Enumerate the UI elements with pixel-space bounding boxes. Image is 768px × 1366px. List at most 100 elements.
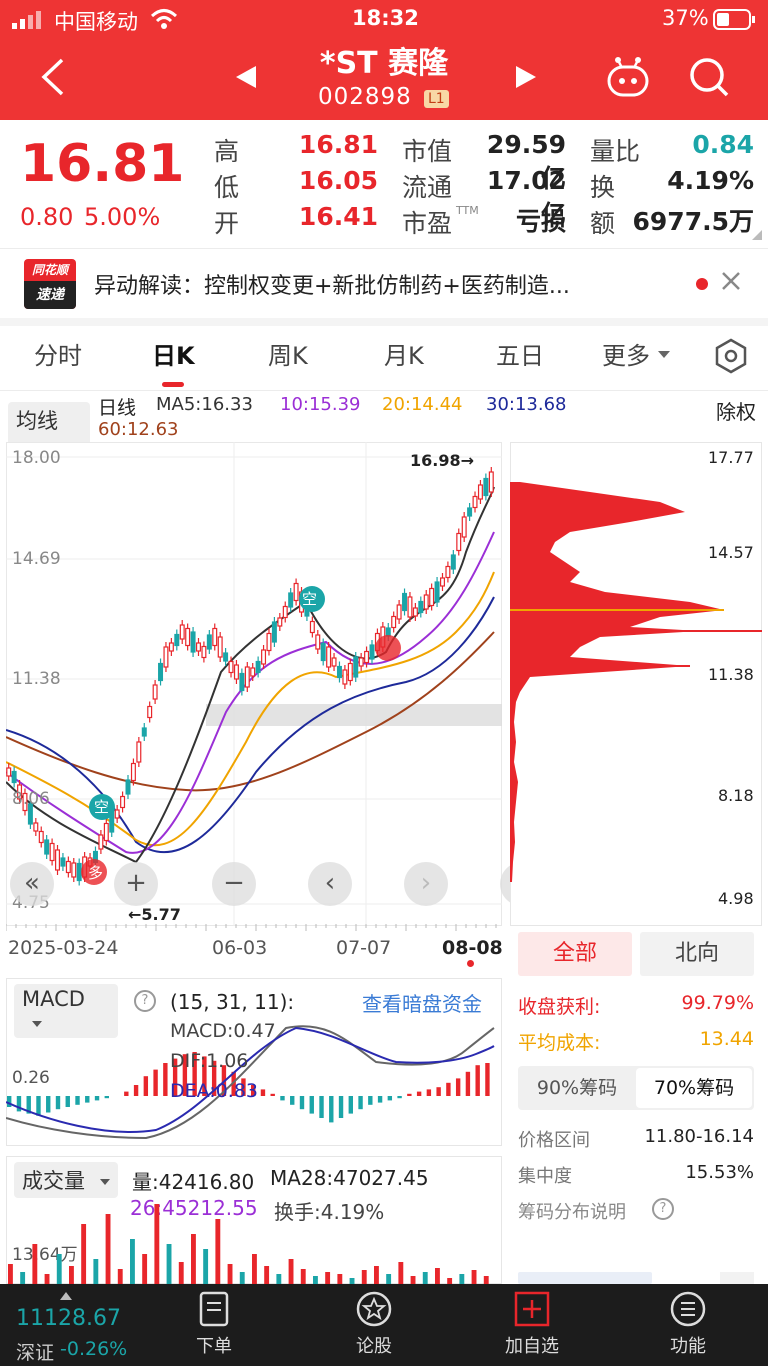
candle [38, 826, 44, 848]
candle [418, 596, 424, 618]
tab-weekly-k[interactable]: 周K [268, 342, 308, 370]
zoom-in-button[interactable]: + [114, 862, 158, 906]
candle [60, 853, 66, 871]
tab-more[interactable]: 更多 [602, 342, 650, 370]
macd-bar [319, 1096, 324, 1118]
volume-bar [349, 1278, 355, 1284]
help-icon[interactable]: ? [134, 990, 156, 1012]
candle [434, 577, 440, 607]
nav-order[interactable]: 下单 [164, 1290, 264, 1358]
macd-bar [75, 1096, 80, 1105]
back-icon[interactable] [38, 56, 68, 102]
nav-functions[interactable]: 功能 [638, 1290, 738, 1358]
zoom-out-button[interactable]: − [212, 862, 256, 906]
dea-value: DEA:0.83 [170, 1080, 259, 1102]
candle [22, 788, 28, 816]
volume-bar [93, 1259, 99, 1284]
candle [461, 512, 467, 542]
tab-daily-k[interactable]: 日K [152, 342, 195, 370]
price-range-value: 11.80-16.14 [644, 1126, 754, 1147]
candle [456, 528, 462, 556]
level-badge: L1 [424, 90, 449, 108]
chip-tab-70[interactable]: 70%筹码 [636, 1068, 752, 1108]
tab-intraday[interactable]: 分时 [34, 342, 82, 370]
chip-all-button[interactable]: 全部 [518, 932, 632, 976]
mktcap-value: 29.59亿 [486, 130, 566, 193]
candle [429, 583, 435, 611]
volume-selector[interactable]: 成交量 [14, 1162, 118, 1198]
macd-bar [104, 1096, 109, 1099]
volume-bar [20, 1272, 26, 1284]
scroll-right-button[interactable]: › [404, 862, 448, 906]
pe-value: 亏损 [515, 207, 566, 236]
macd-bar [416, 1091, 422, 1096]
volume-bar [117, 1269, 123, 1284]
volume-selector-label: 成交量 [22, 1169, 85, 1193]
scroll-left-button[interactable]: ‹ [308, 862, 352, 906]
help-icon[interactable]: ? [652, 1198, 674, 1220]
chip-distribution-chart [510, 482, 762, 882]
adjust-button[interactable]: 除权 [716, 400, 756, 424]
macd-bar [65, 1096, 70, 1107]
macd-bar [338, 1096, 344, 1118]
volume-bar [422, 1272, 428, 1284]
search-icon[interactable] [688, 56, 730, 102]
macd-bar [377, 1096, 383, 1103]
macd-selector[interactable]: MACD [14, 984, 118, 1038]
signal-short-label: 空 [94, 798, 110, 816]
chip-y-tick: 17.77 [708, 448, 754, 467]
kline-y-tick: 14.69 [12, 549, 61, 569]
candle [488, 467, 494, 497]
volume-bar [276, 1274, 282, 1284]
candle [293, 578, 299, 606]
candle [315, 630, 321, 654]
candle [206, 630, 212, 654]
ma60-value: 60:12.63 [98, 419, 179, 440]
chip-help-link[interactable]: 筹码分布说明 [518, 1202, 626, 1223]
rewind-button[interactable]: « [10, 862, 54, 906]
dark-pool-link[interactable]: 查看暗盘资金 [362, 992, 482, 1016]
volume-bar [313, 1276, 318, 1284]
volume-bar [459, 1274, 465, 1284]
candle [195, 638, 201, 656]
candle [358, 653, 364, 671]
chip-north-button[interactable]: 北向 [640, 932, 754, 976]
caret-down-icon [99, 1179, 110, 1185]
quote-grid: 高 16.81 市值 29.59亿 量比 0.84 低 16.05 流通 17.… [210, 130, 758, 242]
candle [353, 652, 359, 682]
candle [120, 791, 126, 813]
volume-bar [154, 1204, 160, 1284]
volume-bar [410, 1276, 416, 1284]
kline-panel[interactable] [6, 442, 502, 926]
candle [49, 838, 55, 866]
index-value[interactable]: 11128.67 [16, 1306, 121, 1331]
status-bar: 中国移动 18:32 37% [0, 0, 768, 38]
float-label: 流通 [402, 173, 453, 202]
ma10-value: 10:15.39 [280, 394, 361, 415]
nav-forum-label: 论股 [356, 1336, 392, 1357]
news-bar[interactable]: 同花顺 速递 异动解读：控制权变更+新批仿制药+医药制造... [0, 250, 768, 318]
news-logo-bottom: 速递 [24, 281, 76, 309]
close-icon[interactable] [720, 270, 742, 296]
nav-forum[interactable]: 论股 [324, 1290, 424, 1358]
prev-stock-icon[interactable] [234, 64, 258, 94]
settings-hex-icon[interactable] [713, 338, 749, 378]
stock-code: 002898 [318, 84, 412, 110]
tab-five-day[interactable]: 五日 [496, 342, 544, 370]
chip-tab-90[interactable]: 90%筹码 [536, 1077, 618, 1099]
macd-bar [299, 1096, 305, 1110]
next-stock-icon[interactable] [514, 64, 538, 94]
amount-value: 6977.5万 [632, 207, 754, 236]
candle [331, 653, 337, 671]
volume-bar [8, 1264, 13, 1284]
tab-monthly-k[interactable]: 月K [384, 342, 424, 370]
macd-bar [36, 1096, 41, 1116]
macd-bar [55, 1096, 61, 1110]
nav-add-watchlist[interactable]: 加自选 [482, 1290, 582, 1358]
volume-bar [215, 1219, 221, 1284]
ma20-value: 20:14.44 [382, 394, 463, 415]
robot-icon[interactable] [604, 54, 652, 104]
ma-prefix: 日线 [98, 397, 137, 419]
macd-y-tick: 0.26 [12, 1068, 50, 1088]
quote-expand-icon[interactable] [752, 230, 762, 240]
